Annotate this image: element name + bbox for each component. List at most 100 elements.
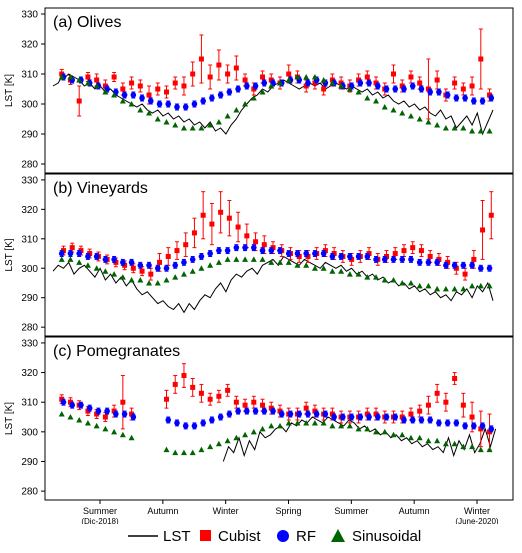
rf-point bbox=[139, 95, 145, 101]
sinusoidal-point bbox=[119, 98, 126, 104]
sinusoidal-point bbox=[84, 419, 91, 426]
rf-point bbox=[191, 101, 198, 107]
rf-point bbox=[120, 259, 126, 266]
sinusoidal-point bbox=[198, 125, 205, 131]
cubist-point bbox=[102, 414, 108, 420]
cubist-point bbox=[157, 259, 163, 265]
rf-point bbox=[348, 414, 355, 420]
rf-point bbox=[111, 256, 117, 263]
rf-point bbox=[399, 256, 406, 263]
rf-point bbox=[58, 250, 65, 257]
cubist-point bbox=[417, 408, 423, 414]
sinusoidal-point bbox=[198, 265, 205, 271]
sinusoidal-point bbox=[268, 83, 275, 89]
rf-point bbox=[357, 414, 364, 420]
cubist-point bbox=[443, 399, 449, 405]
cubist-point bbox=[181, 83, 187, 89]
sinusoidal-point bbox=[364, 425, 371, 432]
cubist-point bbox=[139, 268, 145, 274]
rf-point bbox=[252, 408, 259, 414]
rf-point bbox=[453, 420, 460, 426]
rf-point bbox=[235, 408, 241, 414]
rf-point bbox=[191, 423, 198, 429]
cubist-point bbox=[174, 248, 180, 254]
cubist-point bbox=[85, 74, 91, 80]
rf-point bbox=[374, 414, 381, 420]
sinusoidal-point bbox=[215, 440, 222, 447]
series-lst bbox=[52, 255, 494, 314]
sinusoidal-point bbox=[381, 104, 388, 110]
sinusoidal-point bbox=[399, 431, 406, 438]
cubist-point bbox=[261, 242, 267, 248]
legend-label-cubist: Cubist bbox=[218, 528, 261, 545]
rf-point bbox=[181, 259, 187, 266]
legend-triangle-marker bbox=[331, 529, 345, 542]
sinusoidal-point bbox=[373, 98, 380, 104]
rf-point bbox=[392, 86, 399, 92]
cubist-point bbox=[392, 251, 398, 257]
sinusoidal-point bbox=[451, 285, 458, 292]
sinusoidal-point bbox=[303, 74, 310, 80]
sinusoidal-point bbox=[224, 256, 231, 262]
sinusoidal-point bbox=[180, 271, 187, 277]
cubist-point bbox=[111, 74, 117, 80]
cubist-point bbox=[460, 86, 466, 92]
rf-point bbox=[233, 244, 240, 251]
rf-point bbox=[479, 423, 486, 429]
cubist-point bbox=[480, 227, 486, 233]
sinusoidal-point bbox=[407, 113, 414, 119]
sinusoidal-point bbox=[469, 282, 476, 289]
sinusoidal-point bbox=[469, 443, 476, 450]
cubist-point bbox=[260, 402, 266, 408]
cubist-point bbox=[155, 86, 161, 92]
x-tick-label: Autumn bbox=[147, 506, 178, 516]
sinusoidal-point bbox=[224, 113, 231, 119]
rf-point bbox=[320, 250, 327, 257]
rf-point bbox=[294, 250, 301, 257]
rf-point bbox=[366, 80, 372, 86]
sinusoidal-point bbox=[338, 83, 345, 89]
cubist-point bbox=[303, 405, 309, 411]
rf-point bbox=[418, 86, 425, 92]
sinusoidal-point bbox=[294, 419, 301, 426]
series-cubist bbox=[60, 191, 494, 281]
sinusoidal-point bbox=[364, 274, 371, 280]
sinusoidal-point bbox=[338, 268, 345, 274]
sinusoidal-point bbox=[58, 256, 65, 262]
y-tick-label: 320 bbox=[21, 40, 38, 51]
rf-point bbox=[296, 411, 303, 417]
cubist-point bbox=[94, 77, 100, 83]
rf-point bbox=[436, 89, 442, 95]
rf-point bbox=[130, 92, 137, 98]
x-tick-label: Autumn bbox=[399, 506, 430, 516]
rf-point bbox=[488, 95, 495, 101]
sinusoidal-point bbox=[346, 422, 353, 429]
series-rf bbox=[60, 398, 495, 433]
rf-point bbox=[209, 417, 215, 423]
sinusoidal-point bbox=[285, 259, 292, 265]
sinusoidal-point bbox=[111, 92, 118, 98]
series-cubist bbox=[59, 28, 493, 120]
sinusoidal-point bbox=[268, 259, 275, 265]
sinusoidal-point bbox=[119, 274, 126, 280]
rf-point bbox=[69, 402, 76, 408]
sinusoidal-point bbox=[434, 437, 441, 444]
rf-point bbox=[355, 253, 362, 260]
sinusoidal-point bbox=[128, 277, 135, 283]
cubist-point bbox=[434, 390, 440, 396]
legend: LST Cubist RF Sinusoidal bbox=[0, 524, 522, 548]
sinusoidal-point bbox=[250, 428, 257, 435]
sinusoidal-point bbox=[84, 262, 91, 268]
sinusoidal-point bbox=[207, 443, 214, 450]
sinusoidal-point bbox=[486, 446, 493, 453]
rf-point bbox=[471, 98, 477, 104]
sinusoidal-point bbox=[311, 419, 318, 426]
rf-point bbox=[217, 92, 224, 98]
cubist-point bbox=[164, 396, 169, 402]
rf-point bbox=[244, 83, 250, 89]
sinusoidal-point bbox=[58, 411, 65, 417]
rf-point bbox=[242, 244, 248, 251]
cubist-point bbox=[130, 265, 136, 271]
sinusoidal-point bbox=[460, 285, 467, 292]
rf-point bbox=[85, 253, 91, 260]
